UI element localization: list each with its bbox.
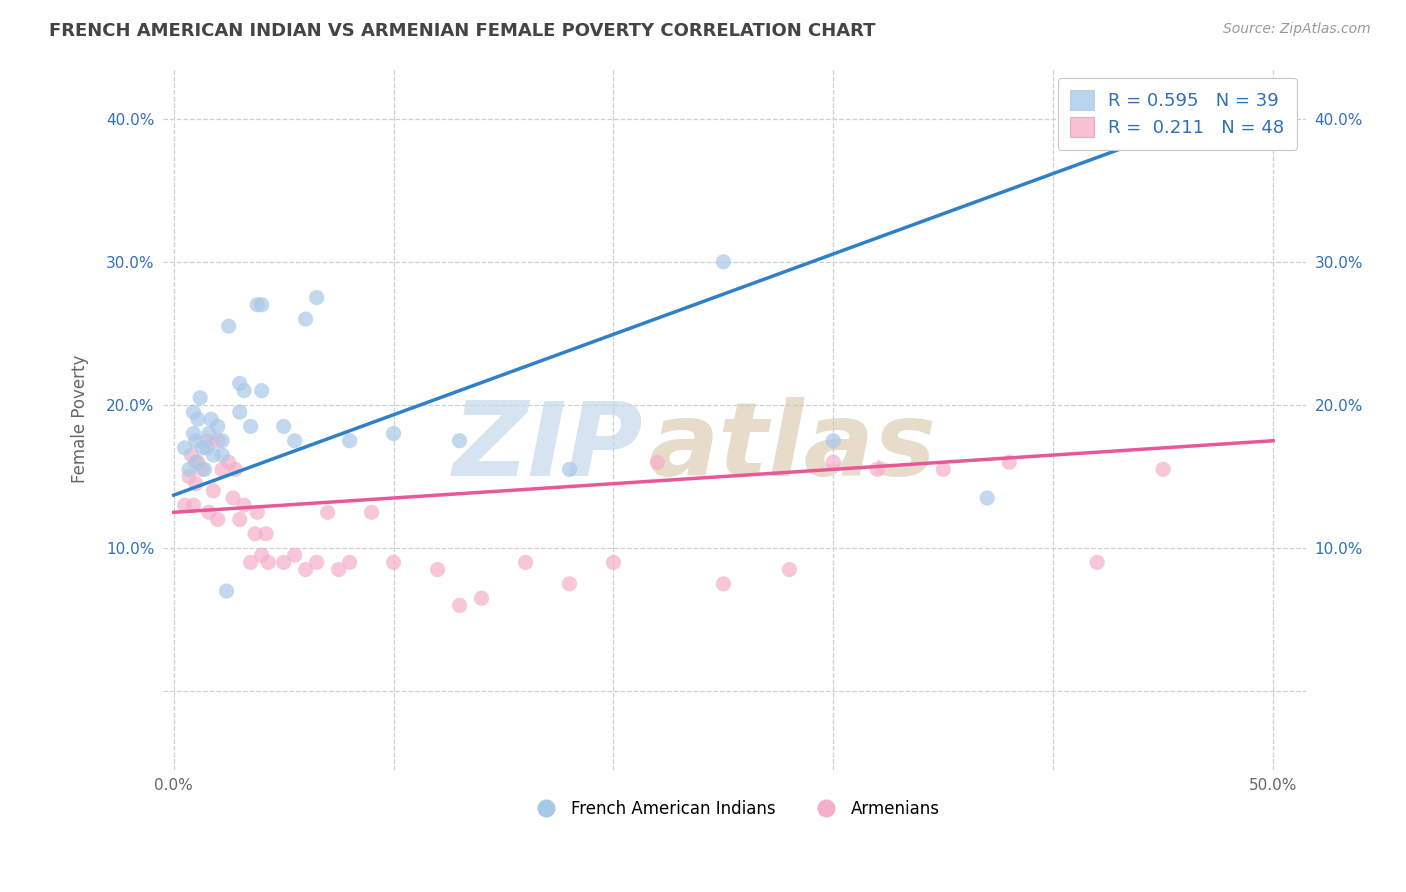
Point — [932, 462, 955, 476]
Point — [200, 412, 222, 426]
Point — [257, 556, 280, 570]
Point — [243, 526, 266, 541]
Point — [823, 434, 845, 448]
Point — [183, 498, 205, 512]
Point — [180, 448, 202, 462]
Point — [184, 434, 207, 448]
Y-axis label: Female Poverty: Female Poverty — [72, 355, 89, 483]
Point — [184, 455, 207, 469]
Point — [215, 584, 238, 599]
Point — [305, 556, 328, 570]
Point — [647, 455, 669, 469]
Point — [195, 434, 218, 448]
Point — [198, 426, 221, 441]
Point — [976, 491, 998, 505]
Point — [778, 563, 800, 577]
Point — [1218, 126, 1240, 140]
Point — [222, 491, 245, 505]
Point — [179, 469, 201, 483]
Point — [191, 462, 214, 476]
Point — [211, 448, 233, 462]
Point — [250, 298, 273, 312]
Point — [998, 455, 1021, 469]
Point — [191, 441, 214, 455]
Point — [250, 384, 273, 398]
Point — [294, 563, 316, 577]
Point — [426, 563, 449, 577]
Point — [211, 462, 233, 476]
Point — [823, 455, 845, 469]
Point — [1085, 556, 1108, 570]
Point — [1240, 97, 1263, 112]
Point — [558, 577, 581, 591]
Point — [602, 556, 624, 570]
Point — [193, 462, 215, 476]
Point — [713, 577, 735, 591]
Point — [382, 426, 405, 441]
Point — [284, 434, 307, 448]
Point — [360, 505, 382, 519]
Point — [224, 462, 246, 476]
Point — [1152, 462, 1174, 476]
Point — [339, 556, 361, 570]
Point — [250, 548, 273, 562]
Point — [246, 505, 269, 519]
Point — [294, 312, 316, 326]
Point — [218, 319, 240, 334]
Point — [211, 434, 233, 448]
Point — [173, 498, 195, 512]
Point — [184, 476, 207, 491]
Point — [173, 441, 195, 455]
Point — [239, 556, 262, 570]
Point — [449, 599, 471, 613]
Point — [183, 405, 205, 419]
Point — [866, 462, 889, 476]
Text: FRENCH AMERICAN INDIAN VS ARMENIAN FEMALE POVERTY CORRELATION CHART: FRENCH AMERICAN INDIAN VS ARMENIAN FEMAL… — [49, 22, 876, 40]
Point — [183, 426, 205, 441]
Point — [449, 434, 471, 448]
Point — [202, 448, 225, 462]
Point — [233, 498, 256, 512]
Point — [273, 556, 295, 570]
Text: atlas: atlas — [648, 397, 936, 498]
Point — [207, 512, 229, 526]
Point — [515, 556, 537, 570]
Point — [198, 505, 221, 519]
Point — [284, 548, 307, 562]
Point — [328, 563, 350, 577]
Legend: French American Indians, Armenians: French American Indians, Armenians — [523, 794, 946, 825]
Point — [188, 391, 211, 405]
Point — [207, 419, 229, 434]
Point — [228, 405, 250, 419]
Text: ZIP: ZIP — [453, 397, 643, 498]
Point — [305, 291, 328, 305]
Point — [382, 556, 405, 570]
Point — [239, 419, 262, 434]
Point — [207, 434, 229, 448]
Point — [233, 384, 256, 398]
Point — [713, 254, 735, 268]
Point — [228, 512, 250, 526]
Point — [187, 455, 209, 469]
Point — [179, 462, 201, 476]
Point — [202, 483, 225, 498]
Point — [187, 412, 209, 426]
Point — [228, 376, 250, 391]
Point — [273, 419, 295, 434]
Point — [246, 298, 269, 312]
Point — [218, 455, 240, 469]
Text: Source: ZipAtlas.com: Source: ZipAtlas.com — [1223, 22, 1371, 37]
Point — [195, 441, 218, 455]
Point — [470, 591, 492, 606]
Point — [339, 434, 361, 448]
Point — [254, 526, 277, 541]
Point — [316, 505, 339, 519]
Point — [558, 462, 581, 476]
